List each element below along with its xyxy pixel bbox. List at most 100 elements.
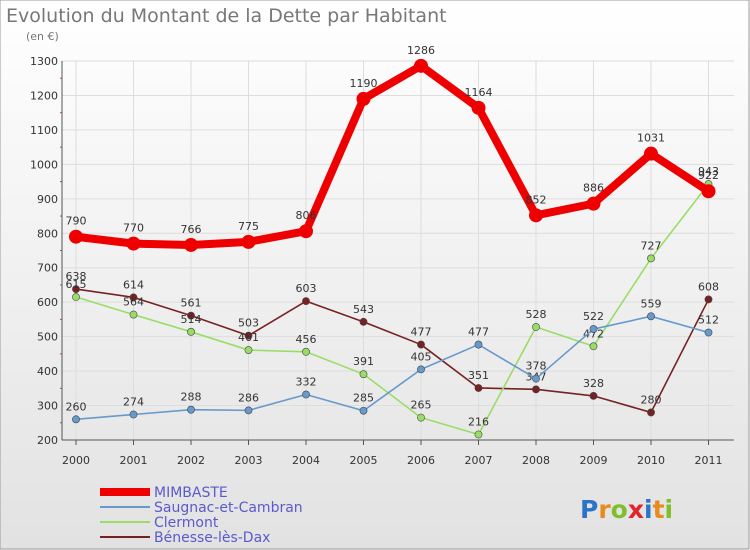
legend-label: MIMBASTE	[154, 485, 228, 501]
y-tick-label: 1300	[30, 55, 58, 68]
data-label: 285	[353, 392, 374, 405]
data-label: 766	[181, 223, 202, 236]
data-label: 477	[468, 326, 489, 339]
data-point	[417, 340, 425, 349]
legend-label: Saugnac-et-Cambran	[154, 500, 303, 516]
data-point	[302, 297, 310, 306]
data-point	[532, 323, 540, 331]
data-label: 503	[238, 317, 259, 330]
y-tick-label: 1200	[30, 89, 58, 102]
y-tick-label: 900	[37, 193, 58, 206]
chart-title: Evolution du Montant de la Dette par Hab…	[6, 5, 447, 27]
data-point	[359, 406, 368, 415]
data-label: 852	[526, 193, 547, 206]
x-tick-label: 2007	[465, 454, 493, 467]
data-label: 727	[641, 239, 662, 252]
data-point	[414, 58, 428, 73]
data-point	[126, 236, 141, 251]
data-point	[417, 413, 425, 422]
legend-label: Clermont	[154, 515, 219, 531]
data-label: 522	[583, 310, 604, 323]
x-tick-label: 2004	[292, 454, 320, 467]
data-point	[704, 295, 713, 304]
data-point	[244, 346, 253, 354]
data-label: 391	[353, 355, 374, 368]
data-point	[72, 415, 80, 424]
data-point	[589, 342, 598, 351]
data-label: 351	[468, 369, 489, 382]
data-label: 216	[468, 415, 489, 428]
data-point	[704, 328, 713, 337]
data-point	[647, 408, 655, 417]
y-tick-label: 700	[37, 262, 58, 275]
data-label: 378	[526, 360, 547, 373]
data-label: 1031	[637, 132, 665, 145]
y-tick-label: 400	[37, 365, 58, 378]
data-point	[299, 224, 313, 239]
data-label: 286	[238, 391, 259, 404]
data-point	[69, 229, 83, 244]
data-point	[72, 285, 80, 293]
data-label: 1164	[465, 86, 493, 99]
y-tick-label: 200	[37, 434, 58, 447]
legend: MIMBASTESaugnac-et-CambranClermontBéness…	[100, 485, 303, 546]
series-line	[75, 61, 711, 249]
x-tick-label: 2005	[350, 454, 378, 467]
data-label: 514	[181, 313, 202, 326]
data-label: 265	[411, 399, 432, 412]
data-point	[417, 365, 425, 374]
data-label: 775	[238, 220, 259, 233]
data-point	[129, 293, 138, 302]
data-label: 886	[583, 182, 604, 195]
data-label: 461	[238, 331, 259, 344]
axes: 200 300 400 500 600 700 800 900 1000 1100 1200 1300…	[30, 55, 734, 467]
data-point	[701, 184, 716, 199]
data-label: 472	[583, 327, 604, 340]
data-point	[187, 405, 195, 414]
x-tick-label: 2000	[62, 454, 90, 467]
y-tick-label: 500	[37, 331, 58, 344]
data-point	[647, 254, 655, 263]
data-point	[647, 312, 655, 321]
x-tick-label: 2002	[177, 454, 205, 467]
data-label: 614	[123, 278, 144, 291]
data-label: 332	[296, 376, 317, 389]
data-point	[474, 384, 483, 392]
data-label: 770	[123, 222, 144, 235]
data-point	[644, 146, 658, 161]
data-point	[471, 100, 486, 115]
data-point	[359, 370, 368, 379]
data-label: 615	[66, 278, 87, 291]
proxiti-logo: Proxiti	[580, 495, 673, 524]
data-point	[187, 327, 195, 336]
data-label: 561	[181, 297, 202, 310]
legend-label: Bénesse-lès-Dax	[154, 530, 270, 546]
data-point	[244, 331, 253, 340]
series-line	[75, 315, 709, 421]
x-tick-label: 2010	[637, 454, 665, 467]
series-layer: 6386145615036035434773513473282806086155…	[66, 44, 719, 439]
data-point	[241, 234, 256, 249]
series-line	[75, 288, 710, 414]
x-tick-label: 2006	[407, 454, 435, 467]
data-label: 405	[411, 350, 432, 363]
data-label: 280	[641, 393, 662, 406]
x-tick-label: 2011	[695, 454, 723, 467]
y-tick-label: 600	[37, 296, 58, 309]
data-label: 260	[66, 400, 87, 413]
data-point	[129, 410, 138, 419]
data-label: 943	[698, 165, 719, 178]
data-point	[356, 91, 371, 106]
data-label: 1190	[350, 77, 378, 90]
data-point	[474, 430, 483, 439]
data-point	[184, 237, 198, 252]
data-label: 790	[66, 215, 87, 228]
y-tick-label: 800	[37, 227, 58, 240]
data-point	[359, 317, 368, 326]
chart-subtitle: (en €)	[26, 30, 59, 43]
data-label: 559	[641, 297, 662, 310]
data-label: 564	[123, 296, 144, 309]
data-label: 328	[583, 377, 604, 390]
data-label: 288	[181, 391, 202, 404]
